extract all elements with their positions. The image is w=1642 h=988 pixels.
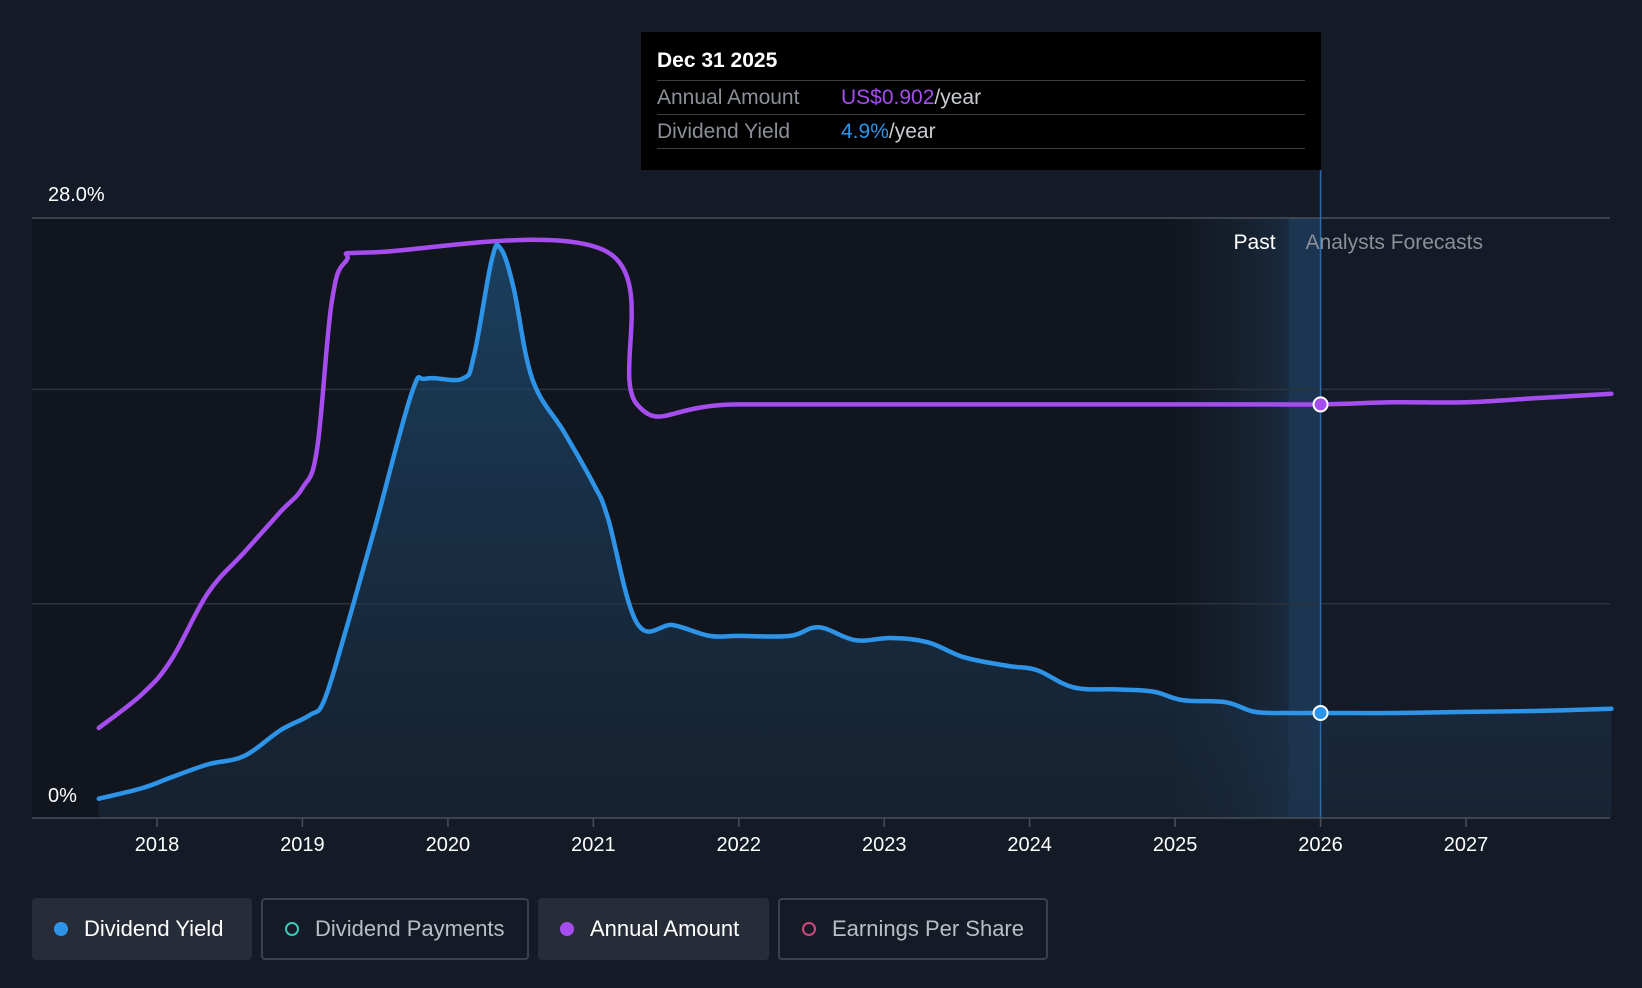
tooltip-key: Dividend Yield (657, 120, 791, 143)
analysts-forecasts-label: Analysts Forecasts (1306, 231, 1483, 254)
legend-label: Dividend Payments (315, 916, 505, 941)
dividend-yield-line (96, 242, 1614, 801)
x-tick-label: 2027 (1444, 834, 1489, 856)
tooltip-unit: /year (934, 86, 982, 109)
x-tick-label: 2024 (1007, 834, 1052, 856)
legend-earnings-per-share[interactable]: Earnings Per Share (778, 898, 1048, 960)
x-tick-label: 2020 (426, 834, 471, 856)
legend-dividend-yield[interactable]: Dividend Yield (32, 898, 252, 960)
x-tick-label: 2018 (135, 834, 180, 856)
legend-ring-icon (285, 922, 299, 936)
annual-amount-marker[interactable] (1312, 396, 1329, 413)
tooltip-row-annual-amount: Annual Amount US$0.902 /year (657, 80, 1305, 114)
gridlines (32, 217, 1610, 605)
legend-dot-icon (560, 922, 574, 936)
legend-ring-icon (802, 922, 816, 936)
legend: Dividend Yield Dividend Payments Annual … (32, 898, 1048, 960)
legend-label: Annual Amount (590, 916, 740, 941)
legend-label: Earnings Per Share (832, 916, 1024, 941)
annual-amount-line (96, 237, 1614, 731)
x-tick-label: 2026 (1298, 834, 1343, 856)
x-tick-label: 2025 (1153, 834, 1198, 856)
legend-label: Dividend Yield (84, 916, 224, 941)
tooltip-value: 4.9% (841, 120, 889, 143)
tooltip-key: Annual Amount (657, 86, 800, 109)
y-axis-top-label: 28.0% (48, 184, 105, 206)
dividend-yield-marker[interactable] (1312, 705, 1329, 721)
tooltip: Dec 31 2025 Annual Amount US$0.902 /year… (641, 32, 1321, 170)
dividend-yield-area (98, 244, 1612, 818)
legend-dividend-payments[interactable]: Dividend Payments (261, 898, 529, 960)
x-tick-label: 2023 (862, 834, 907, 856)
x-tick-label: 2021 (571, 834, 616, 856)
legend-annual-amount[interactable]: Annual Amount (538, 898, 769, 960)
legend-dot-icon (54, 922, 68, 936)
x-tick-label: 2019 (280, 834, 325, 856)
past-label: Past (1234, 231, 1276, 254)
tooltip-value: US$0.902 (841, 86, 935, 109)
x-tick-label: 2022 (717, 834, 762, 856)
tooltip-date: Dec 31 2025 (657, 49, 778, 72)
x-axis-ticks: 2018 2019 2020 2021 2022 2023 2024 2025 2026 2027 (135, 818, 1489, 856)
tooltip-unit: /year (888, 120, 936, 143)
y-axis-bottom-label: 0% (48, 785, 77, 807)
tooltip-row-dividend-yield: Dividend Yield 4.9% /year (657, 114, 1305, 149)
